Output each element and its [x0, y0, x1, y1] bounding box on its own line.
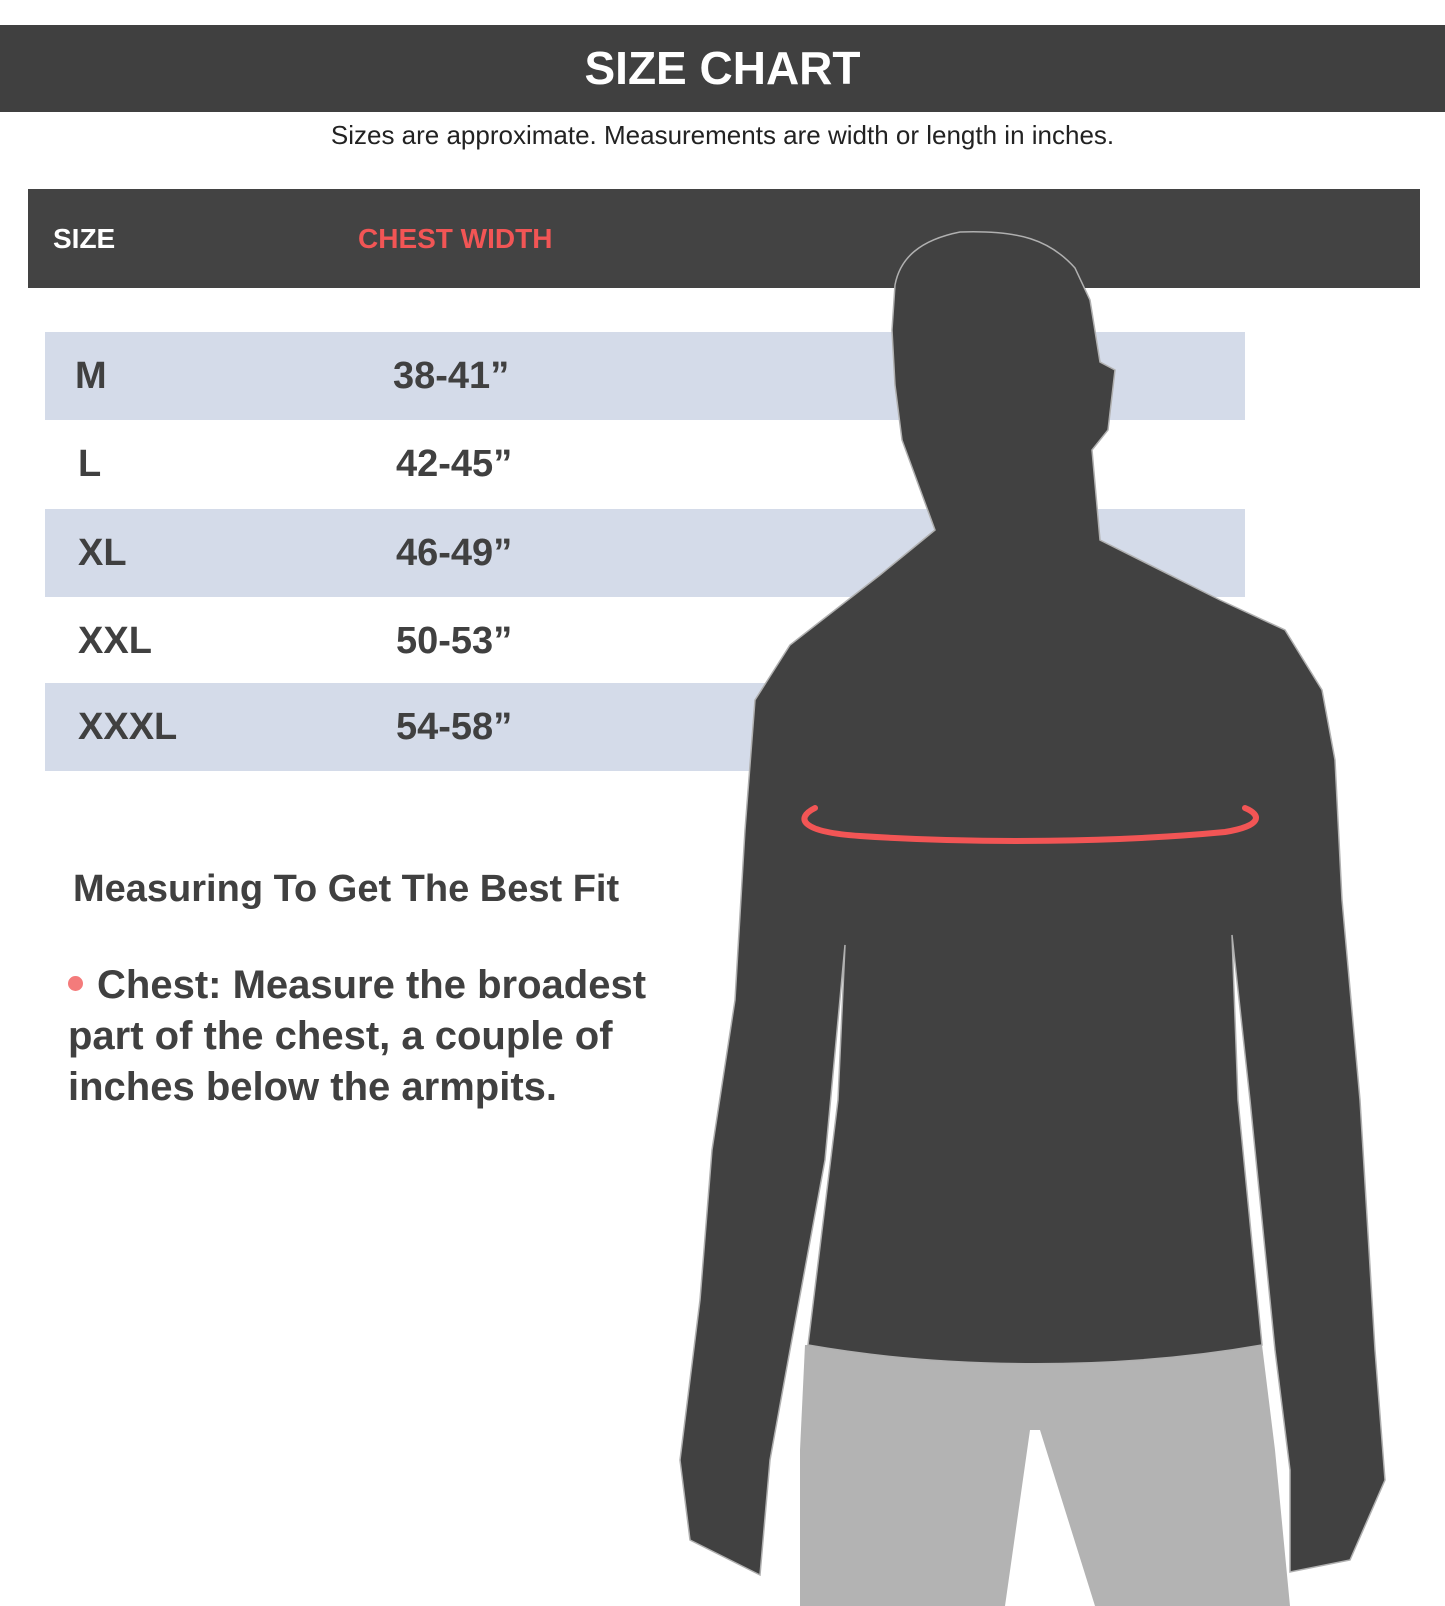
- guide-heading: Measuring To Get The Best Fit: [73, 868, 620, 910]
- header-size: SIZE: [53, 223, 116, 254]
- chest-measure-line: [801, 805, 1259, 844]
- table-row: XXL 50-53”: [45, 597, 1245, 685]
- size-cell: XXL: [78, 620, 152, 662]
- chest-cell: 50-53”: [396, 620, 513, 662]
- page-title: SIZE CHART: [0, 25, 1445, 112]
- body-shape: [679, 231, 1386, 1577]
- bullet-dot-icon: [68, 975, 83, 991]
- guide-bullet-text: Chest: Measure the broadest part of the …: [68, 963, 647, 1109]
- size-cell: M: [75, 355, 107, 397]
- guide-bullet: Chest: Measure the broadest part of the …: [68, 960, 708, 1113]
- chest-cell: 42-45”: [396, 443, 513, 485]
- size-cell: XXXL: [78, 706, 178, 748]
- pants-shape: [800, 1345, 1290, 1606]
- chest-cell: 46-49”: [396, 532, 513, 574]
- table-header: SIZE CHEST WIDTH: [28, 189, 1420, 288]
- chest-cell: 38-41”: [393, 355, 510, 397]
- size-cell: XL: [78, 532, 127, 574]
- size-cell: L: [78, 443, 102, 485]
- chest-cell: 54-58”: [396, 706, 513, 748]
- table-row: L 42-45”: [45, 420, 1245, 508]
- subtitle: Sizes are approximate. Measurements are …: [330, 120, 1115, 150]
- header-chest-width: CHEST WIDTH: [358, 223, 553, 254]
